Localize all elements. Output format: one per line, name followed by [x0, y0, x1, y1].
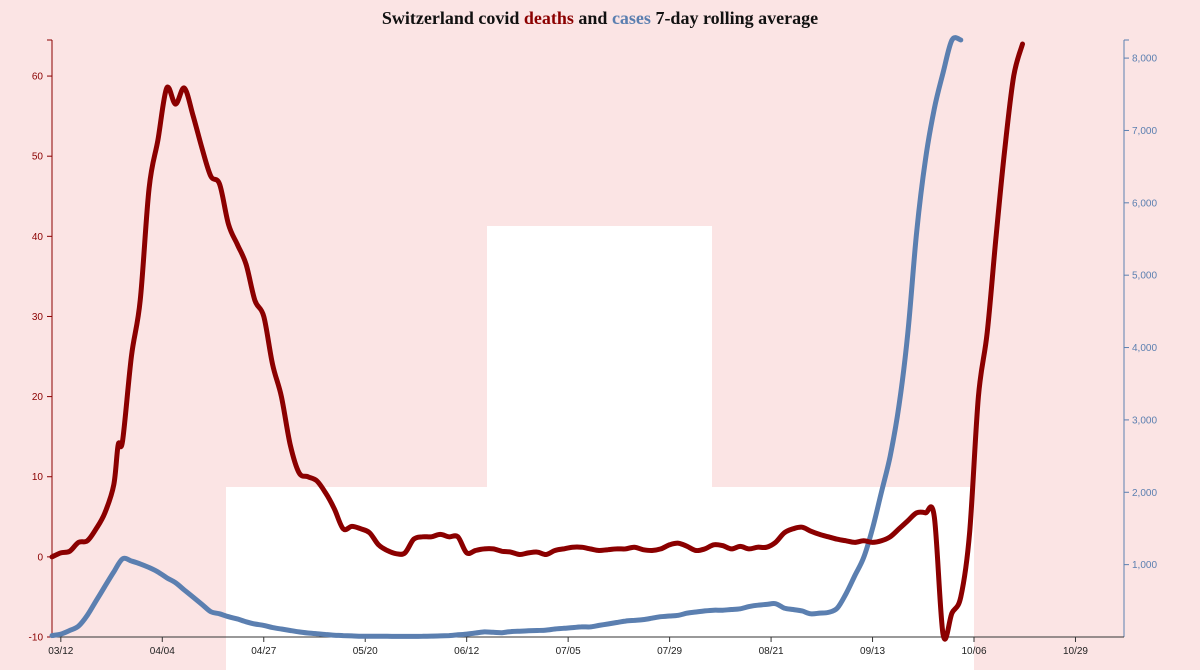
y-right-tick-label: 6,000: [1132, 198, 1157, 209]
y-left-tick-label: 10: [32, 472, 44, 483]
y-right-tick-label: 5,000: [1132, 271, 1157, 282]
x-tick-label: 05/20: [353, 646, 378, 657]
x-tick-label: 06/12: [454, 646, 479, 657]
title-deaths: deaths: [523, 8, 574, 28]
y-left-tick-label: 30: [32, 312, 44, 323]
x-tick-label: 07/29: [657, 646, 682, 657]
y-right-tick-label: 1,000: [1132, 560, 1157, 571]
x-tick-label: 07/05: [556, 646, 581, 657]
series-line-cases: [49, 35, 964, 639]
title-part-5: 7-day rolling average: [655, 8, 819, 28]
title-part-1: Switzerland covid: [381, 8, 520, 28]
title-part-3: and: [578, 8, 608, 28]
x-tick-label: 10/29: [1063, 646, 1088, 657]
y-left-tick-label: 60: [32, 72, 44, 83]
y-left-tick-label: 40: [32, 232, 44, 243]
y-left-tick-label: 0: [37, 552, 43, 563]
series-line-deaths: [49, 41, 1025, 642]
x-tick-label: 03/12: [48, 646, 73, 657]
title-cases: cases: [611, 8, 651, 28]
x-tick-label: 10/06: [961, 646, 986, 657]
y-left-tick-label: -10: [29, 633, 44, 644]
x-tick-label: 08/21: [759, 646, 784, 657]
y-right-tick-label: 4,000: [1132, 343, 1157, 354]
chart-title: Switzerland covid deaths and cases 7-day…: [0, 8, 1200, 29]
highlight-region-1: [226, 487, 488, 670]
y-left-tick-label: 50: [32, 152, 44, 163]
x-tick-label: 09/13: [860, 646, 885, 657]
highlight-region-3: [711, 487, 974, 670]
y-right-tick-label: 8,000: [1132, 54, 1157, 65]
y-right-tick-label: 3,000: [1132, 415, 1157, 426]
y-left-tick-label: 20: [32, 392, 44, 403]
y-right-tick-label: 7,000: [1132, 126, 1157, 137]
highlight-region-2: [487, 226, 712, 670]
x-tick-label: 04/04: [150, 646, 175, 657]
x-tick-label: 04/27: [251, 646, 276, 657]
y-right-tick-label: 2,000: [1132, 488, 1157, 499]
